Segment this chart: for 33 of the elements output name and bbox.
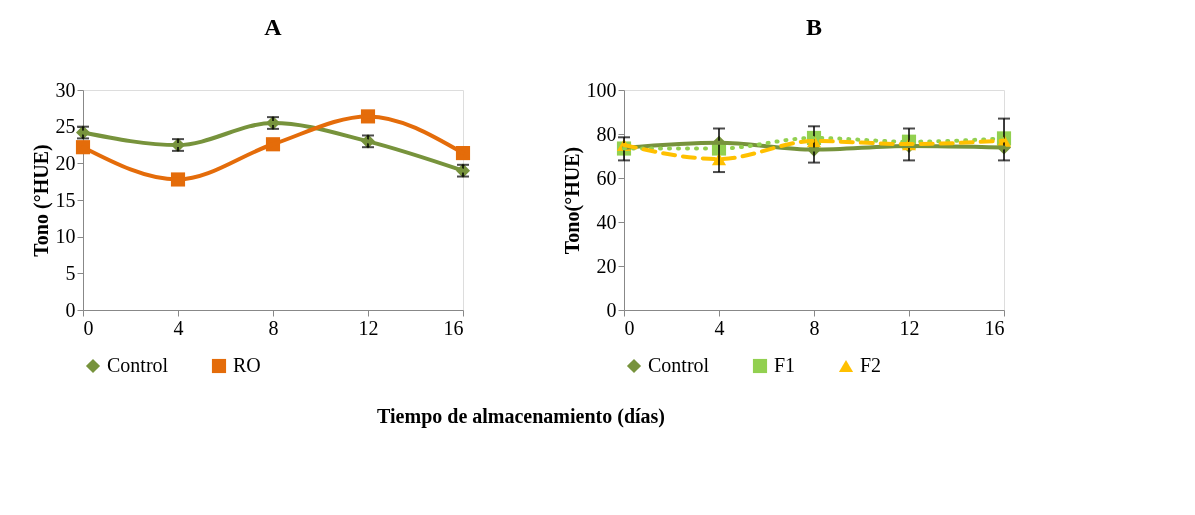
y-tick-label: 20 bbox=[55, 151, 76, 174]
x-tick-label: 12 bbox=[899, 316, 920, 339]
legend-label: F1 bbox=[774, 354, 796, 376]
y-tick-label: 20 bbox=[596, 254, 617, 277]
chart-title: A bbox=[264, 14, 283, 40]
y-axis-title: Tono(°HUE) bbox=[560, 146, 584, 255]
y-tick-label: 25 bbox=[55, 115, 76, 138]
y-tick-label: 80 bbox=[596, 122, 617, 145]
legend-label: F2 bbox=[860, 354, 882, 376]
x-tick-label: 8 bbox=[268, 316, 279, 339]
x-tick-label: 12 bbox=[358, 316, 379, 339]
x-axis-title: Tiempo de almacenamiento (días) bbox=[377, 404, 666, 428]
y-tick-label: 40 bbox=[596, 210, 617, 233]
x-tick-label: 16 bbox=[443, 316, 464, 339]
x-tick-label: 8 bbox=[809, 316, 820, 339]
y-tick-label: 10 bbox=[55, 225, 76, 248]
x-tick-label: 0 bbox=[624, 316, 635, 339]
y-axis-title: Tono (°HUE) bbox=[29, 144, 53, 257]
y-tick-label: 0 bbox=[606, 298, 617, 321]
legend-label: Control bbox=[648, 354, 710, 376]
y-tick-label: 0 bbox=[65, 298, 76, 321]
y-tick-label: 60 bbox=[596, 166, 617, 189]
x-tick-label: 16 bbox=[984, 316, 1005, 339]
y-tick-label: 100 bbox=[586, 78, 617, 101]
legend-label: RO bbox=[233, 354, 261, 376]
x-tick-label: 4 bbox=[714, 316, 725, 339]
legend-label: Control bbox=[107, 354, 169, 376]
y-tick-label: 15 bbox=[55, 188, 76, 211]
y-tick-label: 30 bbox=[55, 78, 76, 101]
x-tick-label: 4 bbox=[173, 316, 184, 339]
x-tick-label: 0 bbox=[83, 316, 94, 339]
y-tick-label: 5 bbox=[65, 261, 76, 284]
chart-title: B bbox=[805, 14, 823, 40]
